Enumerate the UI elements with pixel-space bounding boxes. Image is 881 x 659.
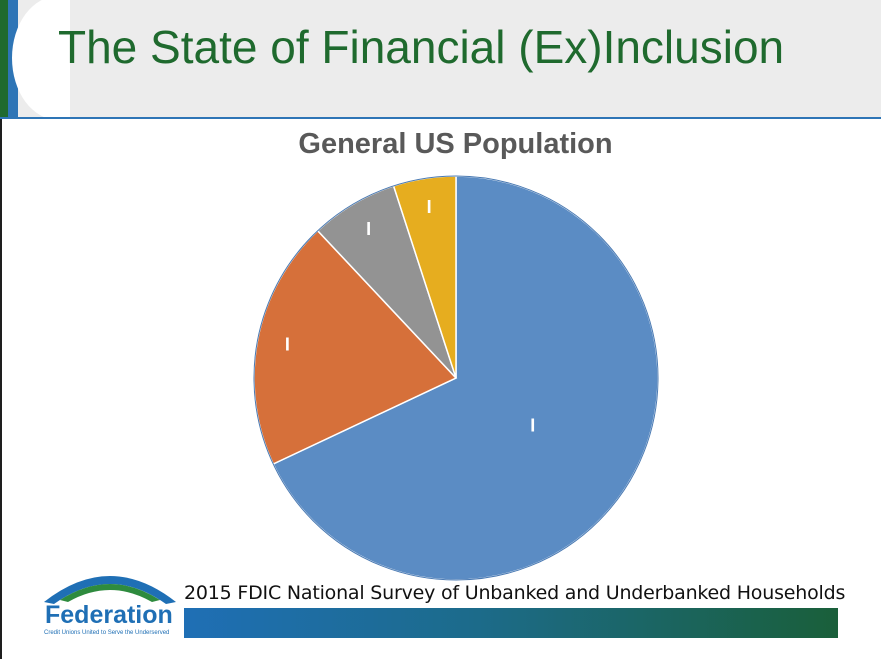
pie-slice-label-2: I (285, 335, 290, 355)
chart-title: General US Population (298, 128, 613, 160)
title-band: The State of Financial (Ex)Inclusion (0, 0, 881, 119)
left-edge-line (0, 119, 2, 659)
federation-logo-arc (44, 576, 176, 604)
pie-slice-label-1: I (530, 415, 535, 435)
title-accent-shape (0, 0, 70, 117)
logo-wordmark: Federation (45, 601, 173, 629)
pie-slice-label-3: I (366, 219, 371, 239)
pie-outline (253, 175, 659, 581)
footer-gradient-bar (184, 608, 838, 638)
source-note: 2015 FDIC National Survey of Unbanked an… (184, 582, 846, 604)
pie-slice-label-4: I (427, 197, 432, 217)
slide-title: The State of Financial (Ex)Inclusion (58, 21, 785, 73)
logo-tagline: Credit Unions United to Serve the Unders… (44, 630, 170, 636)
